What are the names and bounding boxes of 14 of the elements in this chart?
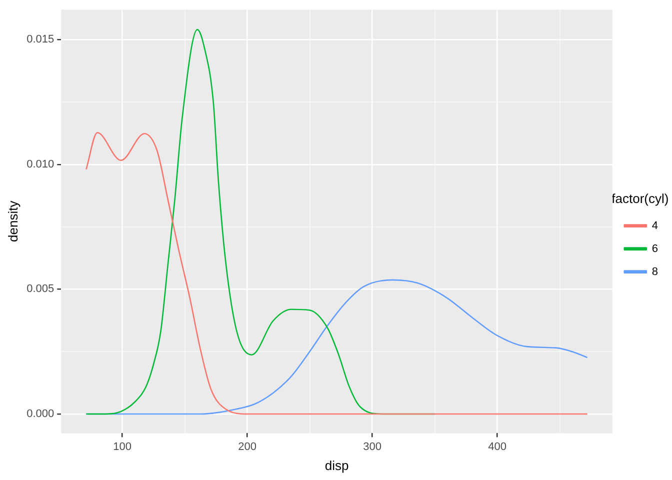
y-tick-label: 0.005 xyxy=(26,283,54,296)
x-tick-label: 100 xyxy=(113,440,132,453)
y-tick-label: 0.010 xyxy=(26,158,54,170)
legend-label: 4 xyxy=(652,220,658,232)
line-series xyxy=(86,132,588,415)
y-axis-title: density xyxy=(5,200,20,242)
legend-label: 6 xyxy=(652,242,658,255)
y-tick-label: 0.000 xyxy=(26,408,54,420)
y-tick-label: 0.015 xyxy=(26,34,54,46)
x-tick-label: 200 xyxy=(238,440,256,453)
legend-label: 8 xyxy=(652,266,658,278)
x-tick-label: 400 xyxy=(488,440,506,453)
x-axis-title: disp xyxy=(324,458,349,473)
x-tick-label: 300 xyxy=(363,440,382,453)
